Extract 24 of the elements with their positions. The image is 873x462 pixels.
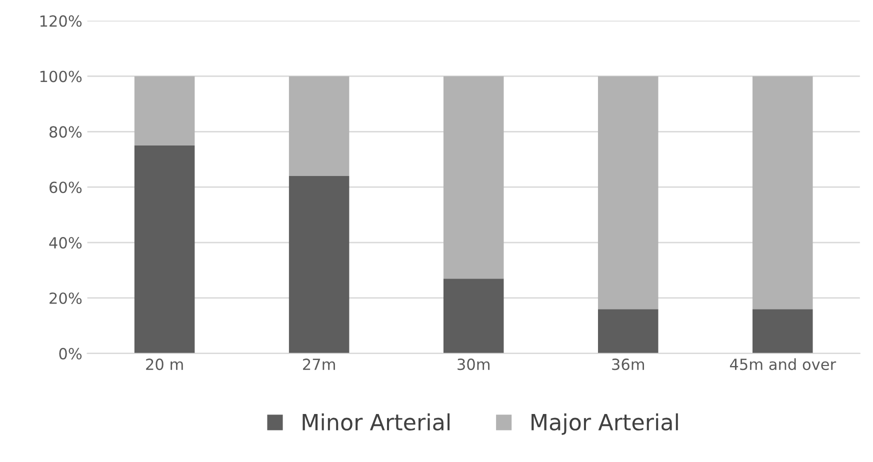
y-tick-label: 120% [40,15,82,27]
bar [752,309,813,354]
y-tick-label: 20% [50,292,82,304]
bar [443,278,504,354]
x-tick-label: 45m and over [730,358,836,370]
y-tick-label: 40% [49,237,82,249]
x-tick-label: 36m [612,358,644,370]
bar [134,146,195,354]
y-tick-label: 60% [50,182,82,194]
bar [443,76,504,279]
y-tick-label: 100% [40,70,82,82]
bar [598,76,658,310]
x-tick-label: 20 m [146,358,183,370]
bar [288,76,350,176]
legend-label: Minor Arterial [302,413,450,431]
y-tick-label: 0% [59,348,82,360]
y-tick-label: 80% [50,126,82,138]
x-tick-label: 30m [458,358,490,370]
legend-label: Major Arterial [532,413,678,435]
bar [288,176,350,354]
bar [598,309,658,354]
bar [134,76,195,146]
bar [752,76,813,310]
x-tick-label: 27m [303,358,335,370]
